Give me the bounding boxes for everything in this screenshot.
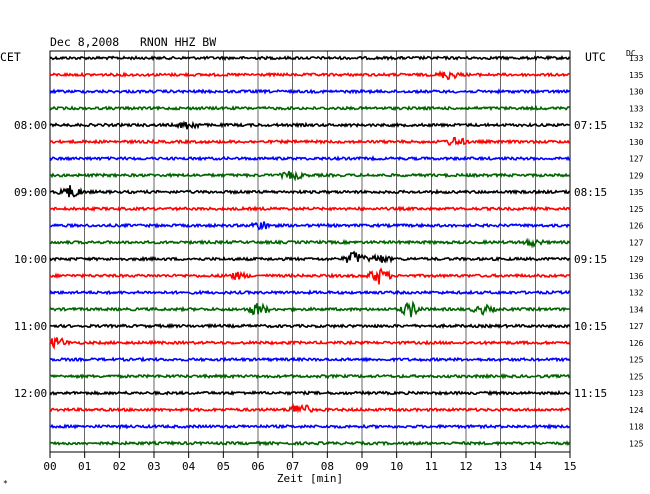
x-tick-label: 11	[425, 460, 438, 473]
dc-offset-label: 118	[629, 423, 644, 432]
x-tick-label: 00	[43, 460, 56, 473]
dc-offset-label: 133	[629, 104, 644, 113]
seismic-trace	[49, 372, 571, 380]
right-hour-labels: 07:15 08:15 09:15 10:15 11:15	[574, 119, 607, 400]
dc-offset-label: 135	[629, 188, 644, 197]
left-hour-label: 09:00	[14, 186, 47, 199]
x-tick-label: 12	[459, 460, 472, 473]
left-hour-label: 10:00	[14, 253, 47, 266]
seismic-trace	[49, 105, 571, 112]
right-hour-label: 08:15	[574, 186, 607, 199]
dc-offset-label: 125	[629, 205, 644, 214]
dc-offset-label: 133	[629, 54, 644, 63]
seismic-trace	[49, 120, 571, 130]
seismic-trace	[49, 322, 571, 330]
seismic-trace	[49, 170, 571, 182]
x-tick-label: 15	[563, 460, 576, 473]
right-hour-label: 10:15	[574, 320, 607, 333]
dc-offset-label: 134	[629, 305, 644, 314]
right-hour-label: 07:15	[574, 119, 607, 132]
header-date: Dec 8,2008	[50, 35, 119, 49]
seismic-trace	[49, 136, 571, 146]
seismic-trace	[49, 185, 571, 198]
seismic-traces	[49, 55, 571, 447]
dc-offset-label: 125	[629, 439, 644, 448]
dc-column-label: DC	[626, 49, 636, 58]
dc-offset-label: 124	[629, 406, 644, 415]
seismic-trace	[49, 336, 571, 351]
seismic-trace	[49, 237, 571, 249]
left-timezone-label: CET	[0, 50, 21, 64]
seismic-trace	[50, 221, 570, 231]
dc-offset-label: 127	[629, 238, 644, 247]
x-tick-label: 03	[147, 460, 160, 473]
seismic-trace	[49, 289, 571, 296]
dc-offset-label: 127	[629, 155, 644, 164]
dc-offset-label: 125	[629, 356, 644, 365]
dc-offset-label: 136	[629, 272, 644, 281]
dc-offset-label: 125	[629, 372, 644, 381]
seismic-trace	[49, 423, 571, 430]
right-hour-label: 09:15	[574, 253, 607, 266]
dc-offset-label: 135	[629, 71, 644, 80]
x-tick-label: 02	[113, 460, 126, 473]
x-tick-label: 10	[390, 460, 403, 473]
seismic-trace	[49, 440, 571, 447]
seismic-trace	[49, 205, 571, 213]
dc-offset-label: 126	[629, 339, 644, 348]
x-tick-label: 14	[529, 460, 543, 473]
x-tick-label: 04	[182, 460, 196, 473]
left-hour-label: 12:00	[14, 387, 47, 400]
dc-offset-label: 129	[629, 171, 644, 180]
right-hour-label: 11:15	[574, 387, 607, 400]
seismic-trace	[49, 155, 571, 162]
header-station: RNON HHZ BW	[140, 35, 216, 49]
dc-offset-label: 130	[629, 138, 644, 147]
x-axis-ticks: 00 01 02 03 04 05 06 07 08 09 10 11 12 13 14 15	[43, 452, 577, 473]
x-tick-label: 13	[494, 460, 507, 473]
dc-offset-labels: 133 135 130 133 132 130 127 129 135 125 126 127 129 1…	[629, 54, 644, 448]
x-tick-label: 01	[78, 460, 91, 473]
x-tick-label: 08	[321, 460, 334, 473]
dc-offset-label: 130	[629, 88, 644, 97]
x-tick-label: 07	[286, 460, 299, 473]
left-hour-label: 11:00	[14, 320, 47, 333]
left-hour-labels: 08:00 09:00 10:00 11:00 12:00	[14, 119, 47, 400]
x-axis-label: Zeit [min]	[277, 472, 343, 485]
dc-offset-label: 123	[629, 389, 644, 398]
dc-offset-label: 126	[629, 222, 644, 231]
seismic-trace	[49, 69, 570, 81]
minute-gridlines	[84, 51, 536, 452]
dc-offset-label: 129	[629, 255, 644, 264]
seismic-trace	[49, 300, 571, 318]
dc-offset-label: 132	[629, 289, 644, 298]
seismic-trace	[49, 402, 571, 414]
seismic-trace	[49, 267, 571, 285]
right-timezone-label: UTC	[585, 50, 606, 64]
corner-mark: *	[3, 479, 8, 488]
seismic-trace	[49, 356, 571, 363]
seismic-trace	[49, 250, 571, 264]
left-hour-label: 08:00	[14, 119, 47, 132]
x-tick-label: 06	[251, 460, 264, 473]
seismic-trace	[49, 55, 571, 62]
dc-offset-label: 132	[629, 121, 644, 130]
plot-frame	[49, 50, 571, 453]
dc-offset-label: 127	[629, 322, 644, 331]
seismic-trace	[49, 389, 571, 397]
x-tick-label: 05	[217, 460, 230, 473]
seismic-trace	[49, 88, 571, 95]
x-tick-label: 09	[355, 460, 368, 473]
